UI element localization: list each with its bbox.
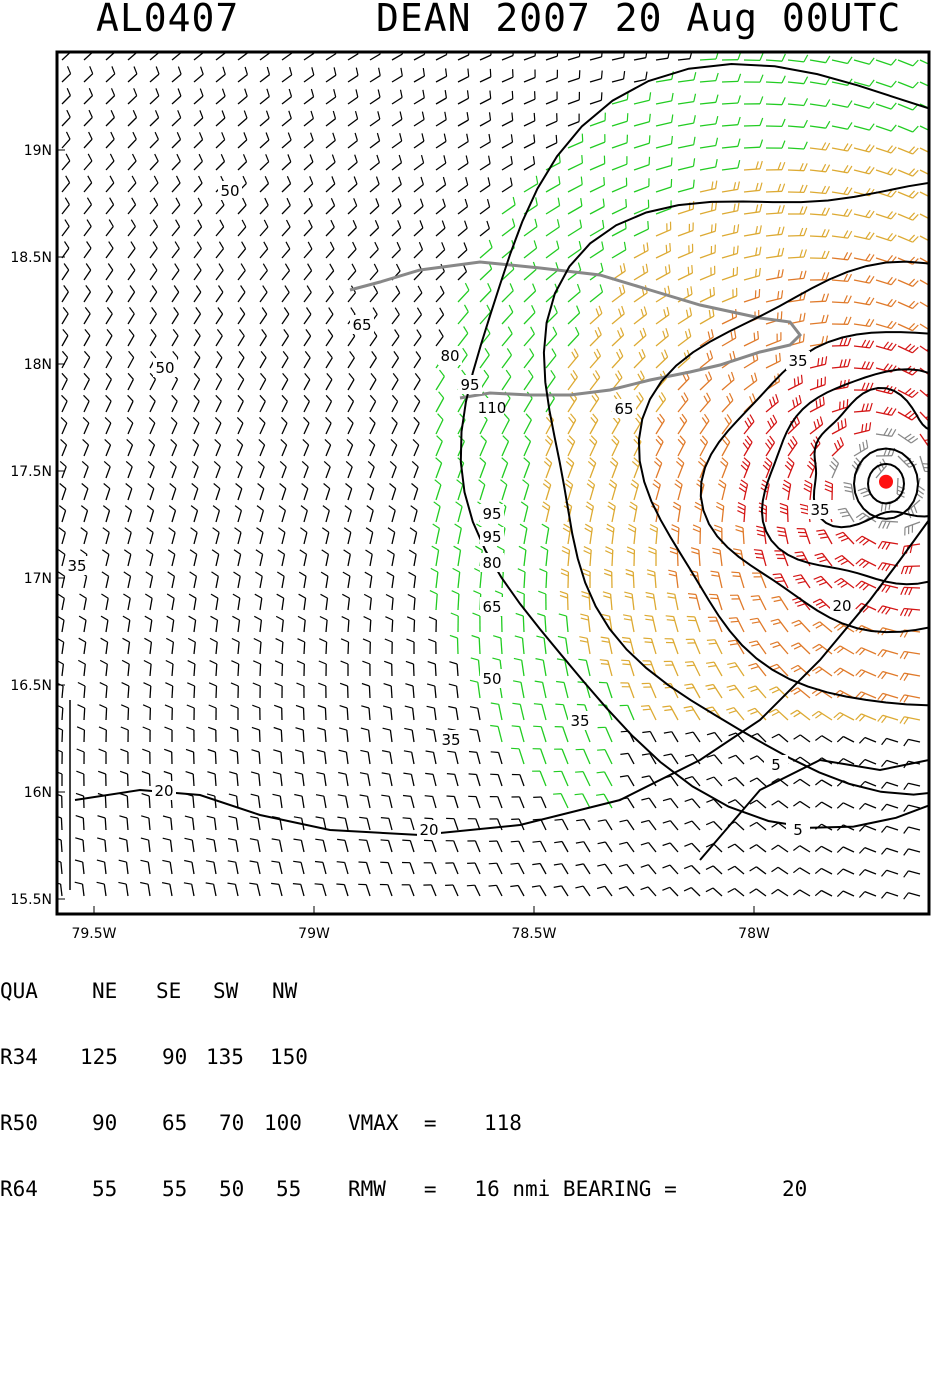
contour-label-35: 35: [570, 712, 589, 730]
cell-se: 65: [162, 1112, 187, 1134]
contour-label-35: 35: [441, 731, 460, 749]
contour-label-20: 20: [154, 782, 173, 800]
contour-label-50: 50: [482, 670, 501, 688]
cell-nw: 150: [270, 1046, 308, 1068]
lat-tick-label: 17.5N: [10, 464, 52, 480]
cell-se: 90: [162, 1046, 187, 1068]
table-row: R34 125 90 135 150: [0, 1046, 51, 1068]
storm-center-marker: [879, 475, 893, 489]
contour-label-20: 20: [419, 821, 438, 839]
cell-ne: 90: [92, 1112, 117, 1134]
lat-tick-label: 18.5N: [10, 250, 52, 266]
lat-tick-label: 19N: [24, 143, 52, 159]
cell-se: 55: [162, 1178, 187, 1200]
cell-ne: 125: [80, 1046, 118, 1068]
cell-sw: 50: [219, 1178, 244, 1200]
col-se: SE: [156, 980, 181, 1002]
bearing-value: 20: [782, 1178, 807, 1200]
lat-tick-label: 18N: [24, 357, 52, 373]
contour-label-95: 95: [460, 376, 479, 394]
cell-sw: 135: [206, 1046, 244, 1068]
table-row: R64 55 55 50 55 RMW = 16 nmi BEARING = 2…: [0, 1178, 51, 1200]
col-sw: SW: [213, 980, 238, 1002]
contour-label-35: 35: [788, 352, 807, 370]
cell-ne: 55: [92, 1178, 117, 1200]
contour-label-65: 65: [614, 400, 633, 418]
cell-nw: 100: [264, 1112, 302, 1134]
wind-radii-table: QUA NE SE SW NW R34 125 90 135 150 R50 9…: [0, 936, 51, 1222]
lat-tick-label: 15.5N: [10, 892, 52, 908]
col-nw: NW: [272, 980, 297, 1002]
contour-label-50: 50: [220, 182, 239, 200]
contour-label-5: 5: [771, 756, 781, 774]
wind-map: 5520202035353535355050506565658080959595…: [0, 0, 932, 1025]
vmax-value: 118: [484, 1112, 522, 1134]
vmax-label: VMAX =: [348, 1112, 437, 1134]
contour-label-65: 65: [482, 598, 501, 616]
lat-tick-label: 16.5N: [10, 678, 52, 694]
contour-label-95: 95: [482, 528, 501, 546]
contour-label-110: 110: [478, 399, 507, 417]
contour-label-80: 80: [482, 554, 501, 572]
contour-label-20: 20: [832, 597, 851, 615]
rmw-label: RMW = 16 nmi BEARING =: [348, 1178, 677, 1200]
table-row: R50 90 65 70 100 VMAX = 118: [0, 1112, 51, 1134]
lon-tick-label: 79W: [298, 926, 330, 942]
row-label: R64: [0, 1178, 38, 1200]
contour-label-5: 5: [793, 821, 803, 839]
row-label: R50: [0, 1112, 38, 1134]
cell-sw: 70: [219, 1112, 244, 1134]
plot-area: [57, 52, 929, 914]
row-label: R34: [0, 1046, 38, 1068]
lon-tick-label: 79.5W: [71, 926, 116, 942]
contour-label-35: 35: [810, 501, 829, 519]
lon-tick-label: 78.5W: [511, 926, 556, 942]
lat-tick-label: 17N: [24, 571, 52, 587]
col-quadrant: QUA: [0, 980, 38, 1002]
table-header-row: QUA NE SE SW NW: [0, 980, 51, 1002]
contour-label-65: 65: [352, 316, 371, 334]
contour-label-95: 95: [482, 505, 501, 523]
lon-tick-label: 78W: [738, 926, 770, 942]
contour-label-35: 35: [67, 557, 86, 575]
contour-label-50: 50: [155, 359, 174, 377]
contour-label-80: 80: [440, 347, 459, 365]
col-ne: NE: [92, 980, 117, 1002]
cell-nw: 55: [276, 1178, 301, 1200]
lat-tick-label: 16N: [24, 785, 52, 801]
